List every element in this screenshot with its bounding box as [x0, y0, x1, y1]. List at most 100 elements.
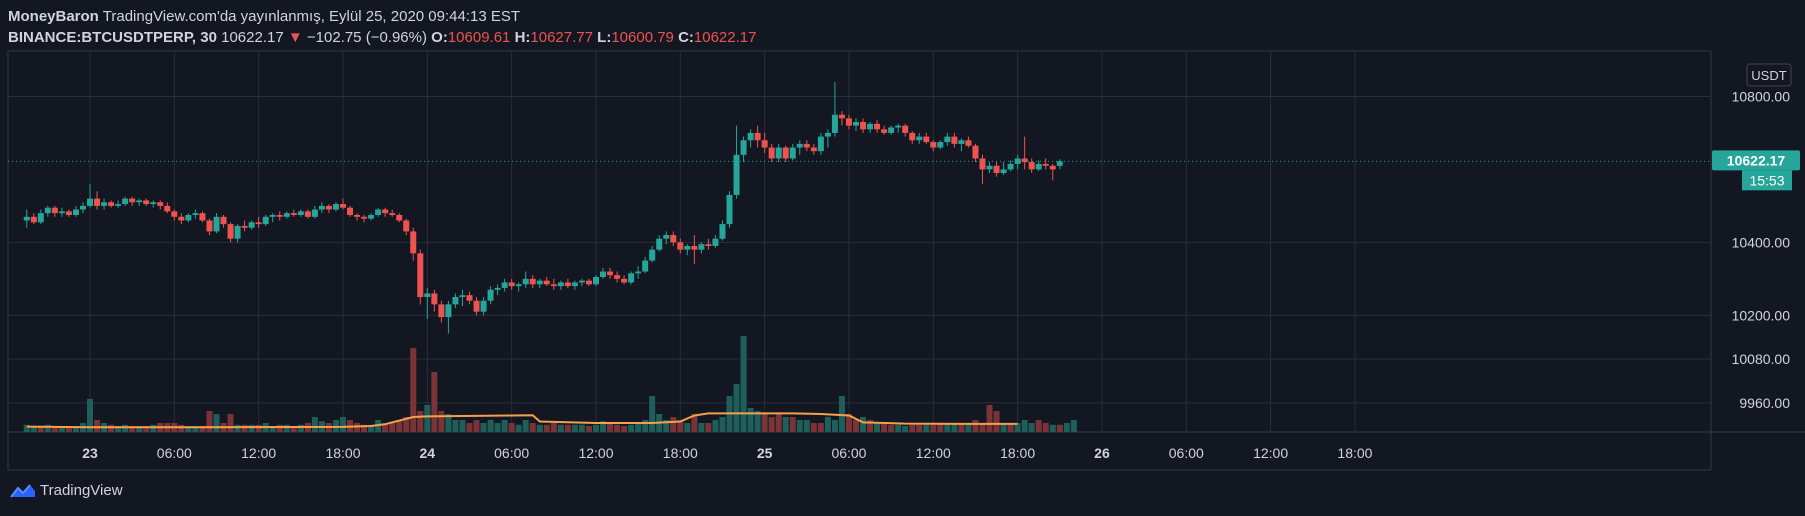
close-label: C: — [678, 29, 694, 46]
countdown-badge — [1742, 170, 1792, 191]
candle-body — [902, 125, 909, 133]
candle — [705, 238, 712, 250]
candle — [838, 111, 845, 126]
candle — [255, 216, 262, 228]
volume-bar — [550, 423, 557, 432]
candle-body — [867, 123, 874, 130]
candle — [115, 200, 122, 208]
candle-body — [824, 132, 831, 137]
candle — [754, 125, 761, 148]
volume-bar — [44, 424, 51, 432]
candle — [585, 278, 592, 287]
candle-body — [684, 246, 691, 250]
candle-body — [656, 238, 663, 250]
candle — [536, 278, 543, 288]
volume-bar — [1007, 423, 1014, 432]
candle-body — [466, 295, 473, 301]
candle-body — [578, 280, 585, 283]
candle-body — [65, 211, 72, 215]
volume-bar — [290, 426, 297, 432]
candle-body — [157, 202, 164, 206]
candle — [143, 198, 150, 206]
candle — [923, 132, 930, 144]
volume-bar — [178, 424, 185, 432]
volume-bar — [508, 423, 515, 432]
volume-bar — [930, 424, 937, 432]
candle-body — [726, 194, 733, 225]
volume-bar — [72, 426, 79, 432]
volume-bar — [108, 424, 115, 432]
volume-bar — [585, 426, 592, 432]
candle — [396, 213, 403, 223]
volume-bar — [607, 423, 614, 432]
volume-bar — [642, 420, 649, 432]
candle — [803, 140, 810, 152]
tradingview-footer[interactable]: TradingView — [10, 482, 123, 499]
candle — [888, 125, 895, 135]
candle — [227, 222, 234, 243]
candle-body — [1014, 158, 1021, 164]
candle-body — [747, 132, 754, 141]
volume-bar — [1056, 424, 1063, 432]
candle-body — [543, 280, 550, 285]
candle-body — [206, 220, 213, 232]
candle-body — [1000, 169, 1007, 174]
volume-bar — [810, 423, 817, 432]
volume-bar — [536, 424, 543, 432]
last-price: 10622.17 — [221, 29, 284, 46]
candle-body — [754, 132, 761, 141]
candle-body — [115, 204, 122, 206]
candle-body — [108, 202, 115, 206]
candle-body — [719, 224, 726, 239]
candle — [951, 132, 958, 148]
last-price-badge-label: 10622.17 — [1727, 152, 1786, 168]
volume-bar — [1042, 423, 1049, 432]
candle — [382, 207, 389, 217]
candle-body — [972, 145, 979, 159]
candle — [993, 162, 1000, 177]
volume-bar — [403, 417, 410, 432]
author-name[interactable]: MoneyBaron — [8, 8, 99, 25]
volume-bar — [1021, 420, 1028, 432]
chart-header-line2: BINANCE:BTCUSDTPERP, 30 10622.17 ▼ −102.… — [8, 29, 756, 46]
candle-body — [354, 215, 361, 217]
candle — [958, 138, 965, 152]
volume-bar — [663, 420, 670, 432]
price-tick-label: 10800.00 — [1732, 88, 1791, 104]
candle — [810, 143, 817, 155]
candle-body — [79, 205, 86, 210]
candle — [290, 209, 297, 217]
candle — [389, 209, 396, 217]
candle-body — [164, 205, 171, 212]
volume-bar — [480, 423, 487, 432]
candle-body — [515, 284, 522, 287]
volume-bar — [782, 417, 789, 432]
candle-body — [94, 198, 101, 206]
candle-body — [332, 204, 339, 210]
candle — [283, 211, 290, 219]
candle-body — [473, 300, 480, 312]
time-tick-label: 12:00 — [578, 445, 613, 461]
candle-body — [150, 202, 157, 205]
candle-body — [670, 235, 677, 243]
volume-bar — [923, 424, 930, 432]
candle-body — [136, 200, 143, 203]
volume-bar — [129, 426, 136, 432]
candle — [1056, 159, 1063, 170]
candle — [122, 196, 129, 206]
time-tick-label: 23 — [82, 445, 98, 461]
volume-bar — [515, 424, 522, 432]
candle — [775, 143, 782, 163]
candle — [276, 211, 283, 221]
volume-bar — [838, 396, 845, 432]
candle-body — [979, 158, 986, 170]
volume-bar — [276, 424, 283, 432]
currency-label: USDT — [1751, 68, 1786, 83]
volume-bar — [1000, 423, 1007, 432]
candle-body — [838, 114, 845, 119]
candle-body — [382, 209, 389, 214]
volume-bar — [712, 420, 719, 432]
chart-header-line1: MoneyBaron TradingView.com'da yayınlanmı… — [8, 8, 520, 25]
candle — [262, 215, 269, 226]
